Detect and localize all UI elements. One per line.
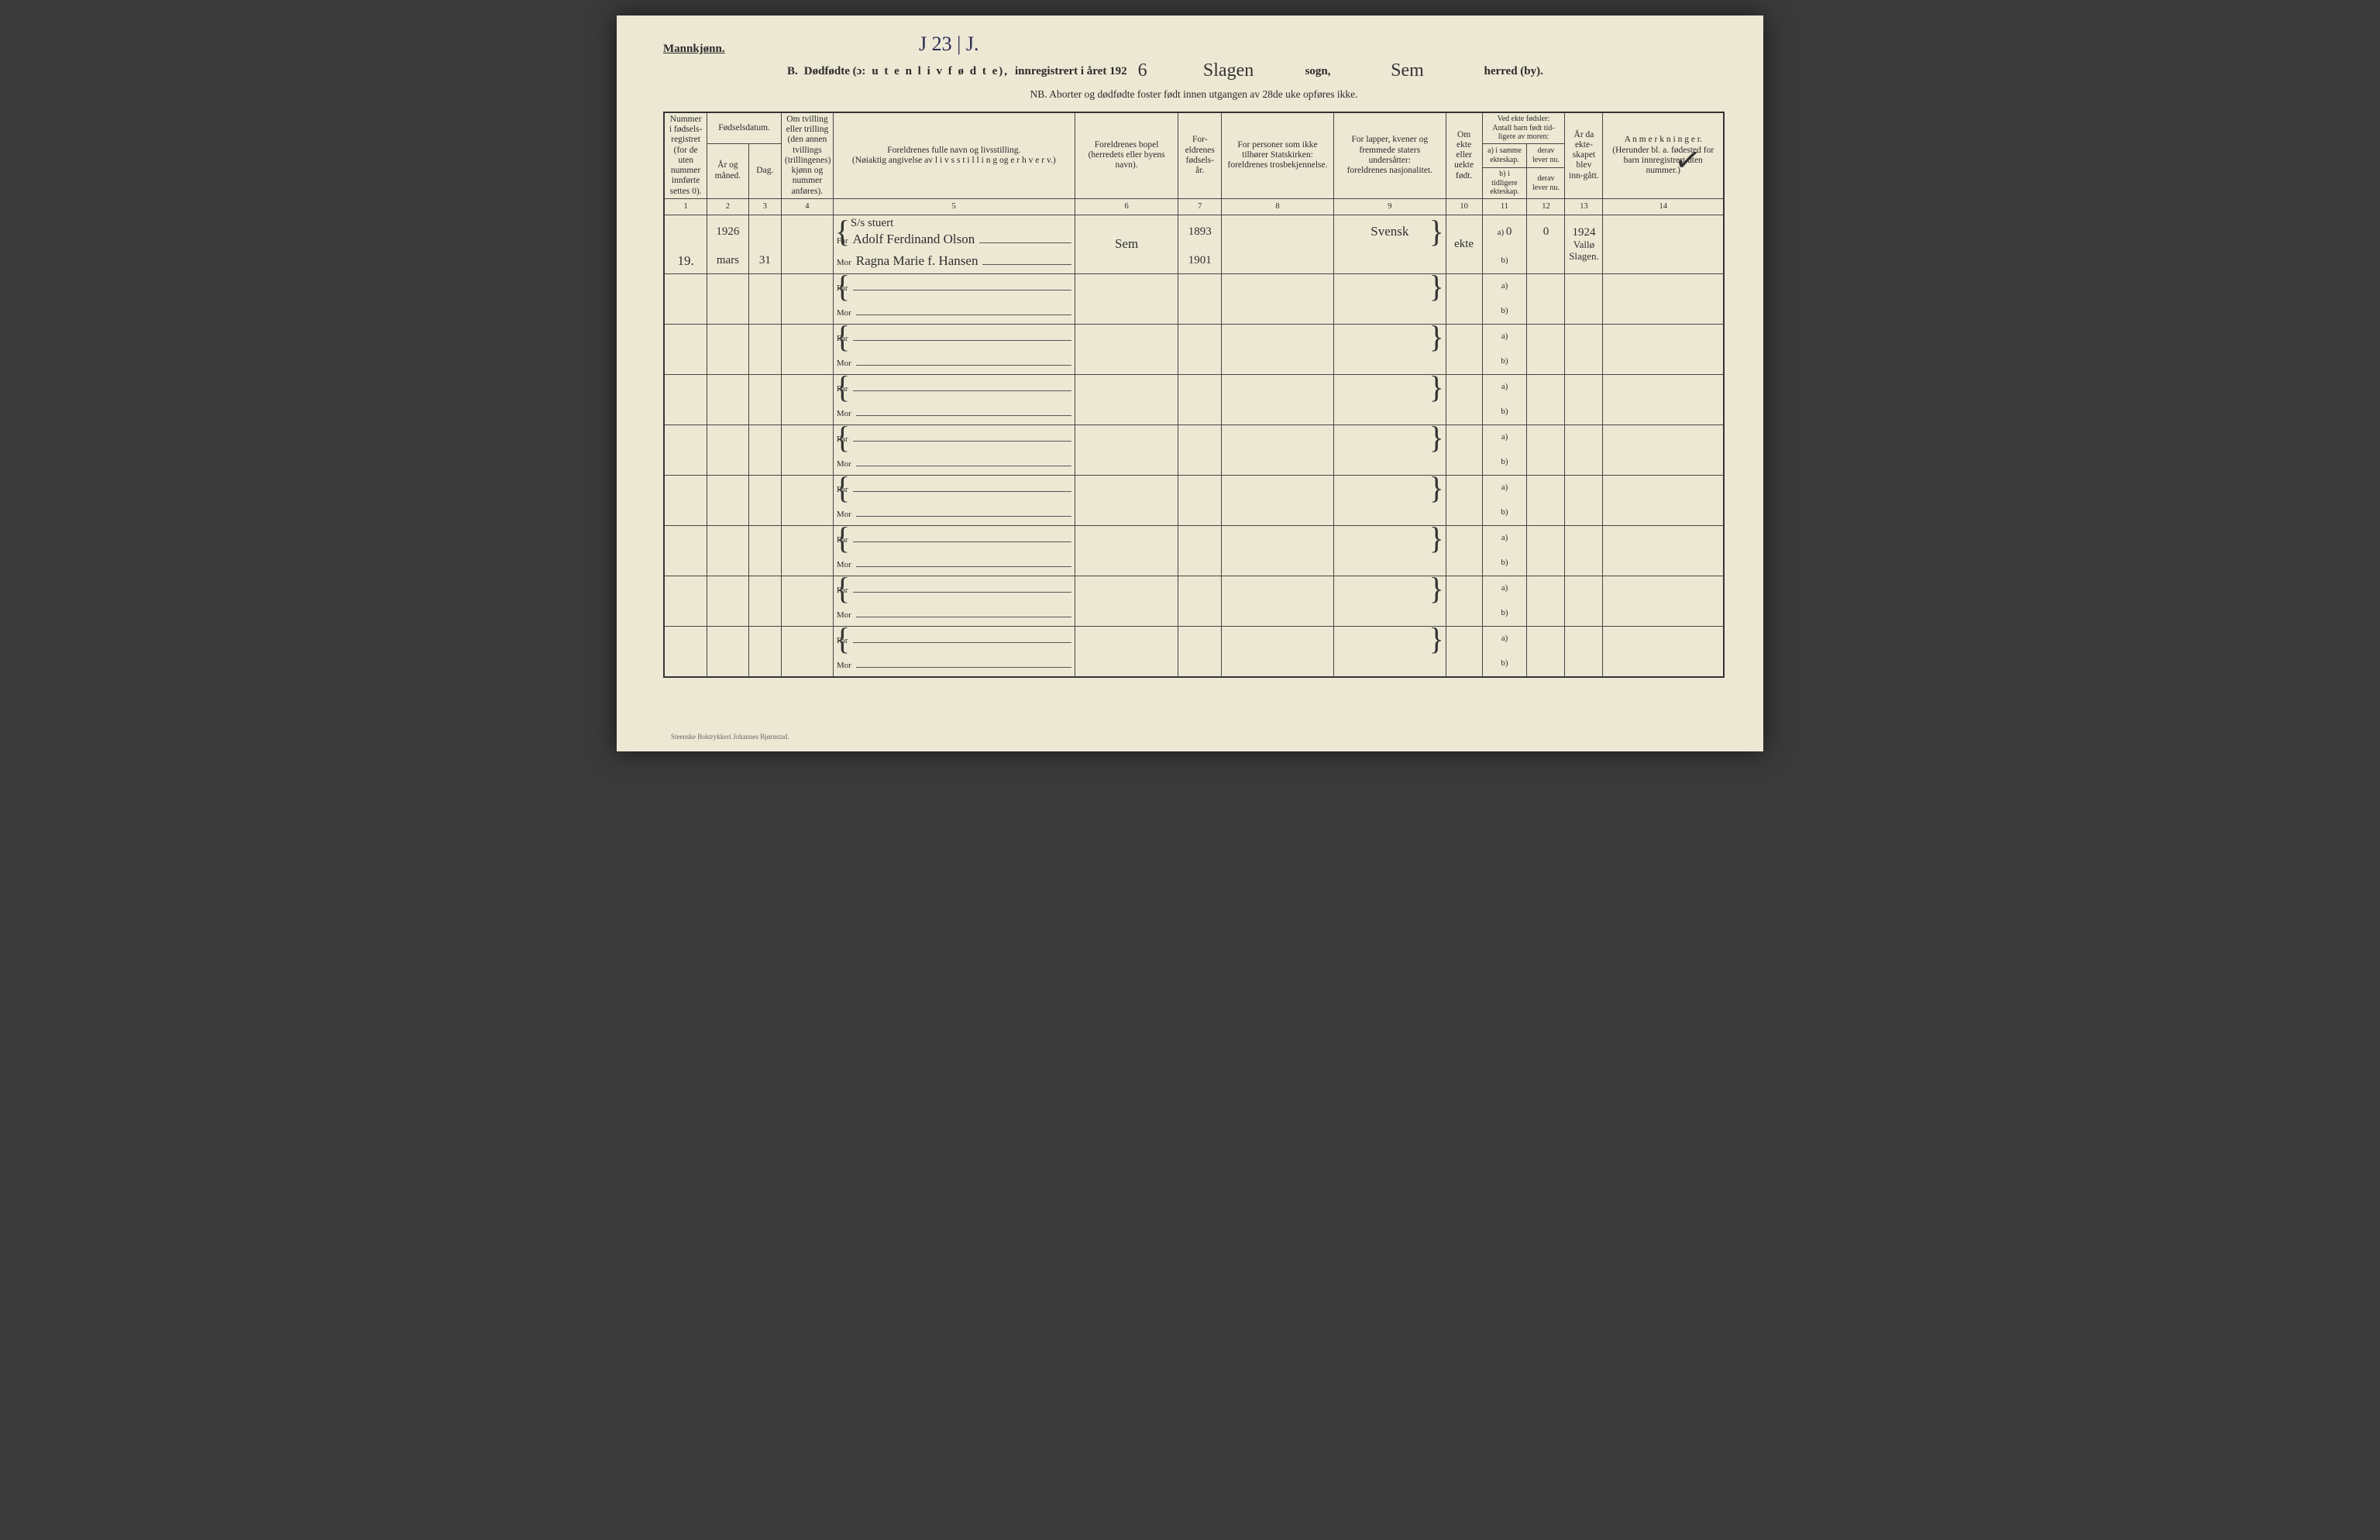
empty-row-mother: Morb) (664, 450, 1724, 476)
empty-row-mother: Morb) (664, 551, 1724, 576)
colnum: 12 (1527, 198, 1565, 215)
mother-cell: Mor Ragna Marie f. Hansen (833, 249, 1075, 274)
hdr-col14: A n m e r k n i n g e r. (Herunder bl. a… (1603, 112, 1724, 198)
hdr-col11b: b) i tidligere ekteskap. (1482, 168, 1527, 199)
nationality: Svensk (1371, 224, 1408, 239)
colnum: 7 (1178, 198, 1222, 215)
table-header: Nummer i fødsels-registret (for de uten … (664, 112, 1724, 215)
dodfodte-label: Dødfødte (ɔ: (804, 65, 866, 78)
a-lever: 0 (1527, 215, 1565, 248)
hdr-col11a: a) i samme ekteskap. (1482, 143, 1527, 168)
mother-name: Ragna Marie f. Hansen (856, 253, 978, 269)
hdr-col10: Om ekte eller uekte født. (1446, 112, 1482, 198)
gender-label: Mannkjønn. (663, 43, 725, 56)
hdr-col12a: derav lever nu. (1527, 143, 1565, 168)
father-cell: { S/s stuert Far Adolf Ferdinand Olson (833, 215, 1075, 248)
column-number-row: 1 2 3 4 5 6 7 8 9 10 11 12 13 14 (664, 198, 1724, 215)
herred-label: herred (by). (1484, 65, 1543, 78)
register-table: Nummer i fødsels-registret (for de uten … (663, 112, 1725, 678)
colnum: 11 (1482, 198, 1527, 215)
entry-row-father: 1926 { S/s stuert Far Adolf Ferdinand Ol… (664, 215, 1724, 248)
father-birthyear: 1893 (1178, 215, 1222, 248)
hdr-col1: Nummer i fødsels-registret (for de uten … (664, 112, 707, 198)
empty-row-father: {Far}a) (664, 576, 1724, 601)
empty-row-father: {Far}a) (664, 626, 1724, 651)
hdr-col4: Om tvilling eller trilling (den annen tv… (782, 112, 834, 198)
utenliv-label: u t e n l i v f ø d t e), (872, 65, 1009, 78)
printer-footer: Steenske Boktrykkeri Johannes Bjørnstad. (671, 733, 789, 741)
empty-row-father: {Far}a) (664, 525, 1724, 551)
entry-month: mars (707, 249, 748, 274)
sogn-value: Slagen (1158, 60, 1299, 82)
hdr-col5: Foreldrenes fulle navn og livsstilling. … (833, 112, 1075, 198)
empty-row-mother: Morb) (664, 500, 1724, 526)
residence: Sem (1075, 215, 1178, 273)
colnum: 5 (833, 198, 1075, 215)
mother-birthyear: 1901 (1178, 249, 1222, 274)
empty-row-father: {Far}a) (664, 273, 1724, 299)
a-value: 0 (1506, 225, 1512, 238)
empty-row-father: {Far}a) (664, 324, 1724, 349)
father-name: Adolf Ferdinand Olson (853, 232, 975, 247)
empty-row-father: {Far}a) (664, 374, 1724, 400)
hdr-col9: For lapper, kvener og fremmede staters u… (1333, 112, 1446, 198)
hdr-col7: For-eldrenes fødsels-år. (1178, 112, 1222, 198)
colnum: 3 (748, 198, 781, 215)
hdr-col13: År da ekte-skapet blev inn-gått. (1565, 112, 1603, 198)
colnum: 10 (1446, 198, 1482, 215)
hdr-col8: For personer som ikke tilhører Statskirk… (1222, 112, 1334, 198)
colnum: 9 (1333, 198, 1446, 215)
hdr-col2-top: Fødselsdatum. (707, 112, 782, 143)
ref-number: J 23 | J. (919, 33, 978, 56)
entry-year: 1926 (707, 215, 748, 248)
year-handwritten: 6 (1133, 60, 1152, 81)
empty-row-mother: Morb) (664, 349, 1724, 375)
hdr-col12b: derav lever nu. (1527, 168, 1565, 199)
hdr-col11-top: Ved ekte fødsler: Antall barn født tid-l… (1482, 112, 1565, 143)
innreg-label: innregistrert i året 192 (1015, 65, 1127, 78)
cell-11a: a) 0 (1482, 215, 1527, 248)
empty-row-mother: Morb) (664, 601, 1724, 627)
entry-day: 31 (748, 249, 781, 274)
empty-row-mother: Morb) (664, 400, 1724, 425)
hdr-col2a: År og måned. (707, 143, 748, 198)
nationality-cell: Svensk } (1333, 215, 1446, 248)
header-line-2: B. Dødfødte (ɔ: u t e n l i v f ø d t e)… (787, 59, 1725, 81)
ekte: ekte (1446, 215, 1482, 273)
colnum: 4 (782, 198, 834, 215)
empty-row-mother: Morb) (664, 651, 1724, 677)
sogn-label: sogn, (1305, 65, 1331, 78)
nb-note: NB. Aborter og dødfødte foster født inne… (663, 88, 1725, 101)
year-married: 1924 Vallø Slagen. (1565, 215, 1603, 273)
colnum: 1 (664, 198, 707, 215)
header-line-1: Mannkjønn. (663, 43, 1725, 56)
entry-row-mother: 19. mars 31 Mor Ragna Marie f. Hansen 19… (664, 249, 1724, 274)
section-B: B. (787, 65, 798, 78)
herred-value: Sem (1337, 60, 1478, 82)
empty-row-father: {Far}a) (664, 475, 1724, 500)
empty-row-father: {Far}a) (664, 425, 1724, 450)
hdr-col6: Foreldrenes bopel (herredets eller byens… (1075, 112, 1178, 198)
checkmark-icon: ✓ (1671, 139, 1704, 181)
empty-row-mother: Morb) (664, 299, 1724, 325)
cell-11b: b) (1482, 249, 1527, 274)
colnum: 14 (1603, 198, 1724, 215)
profession: S/s stuert (851, 217, 893, 230)
hdr-col2b: Dag. (748, 143, 781, 198)
register-page: J 23 | J. Mannkjønn. B. Dødfødte (ɔ: u t… (617, 15, 1763, 751)
colnum: 2 (707, 198, 748, 215)
colnum: 8 (1222, 198, 1334, 215)
table-body: 1926 { S/s stuert Far Adolf Ferdinand Ol… (664, 215, 1724, 676)
entry-number: 19. (664, 249, 707, 274)
mor-label: Mor (837, 258, 851, 268)
colnum: 6 (1075, 198, 1178, 215)
colnum: 13 (1565, 198, 1603, 215)
